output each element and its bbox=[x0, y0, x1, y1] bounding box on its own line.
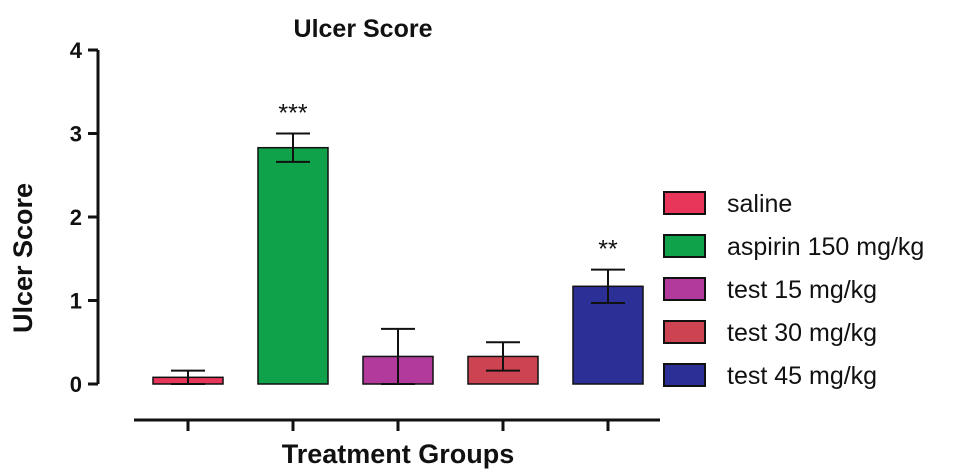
bar bbox=[257, 146, 329, 385]
significance-label: ** bbox=[598, 236, 618, 264]
legend: saline aspirin 150 mg/kg test 15 mg/kg test… bbox=[663, 190, 924, 390]
legend-swatch bbox=[663, 277, 706, 301]
y-axis-label: Ulcer Score bbox=[8, 183, 38, 333]
y-tick-label: 2 bbox=[70, 205, 82, 230]
y-tick-label: 3 bbox=[70, 122, 82, 147]
legend-swatch bbox=[663, 234, 706, 258]
legend-label: test 45 mg/kg bbox=[727, 362, 877, 390]
legend-label: test 30 mg/kg bbox=[727, 319, 877, 347]
legend-label: test 15 mg/kg bbox=[727, 276, 877, 304]
bar-series: ***** bbox=[152, 100, 644, 385]
legend-label: aspirin 150 mg/kg bbox=[727, 233, 924, 261]
legend-swatch bbox=[663, 320, 706, 344]
x-axis-ticks bbox=[186, 420, 610, 431]
y-tick-label: 1 bbox=[70, 289, 82, 314]
y-tick-label: 4 bbox=[70, 38, 83, 63]
legend-swatch bbox=[663, 191, 706, 215]
significance-label: *** bbox=[278, 100, 307, 128]
y-axis-ticks: 0 1 2 3 4 bbox=[70, 38, 98, 397]
chart-title: Ulcer Score bbox=[294, 15, 433, 43]
x-axis-label: Treatment Groups bbox=[282, 439, 515, 469]
legend-label: saline bbox=[727, 190, 792, 218]
legend-swatch bbox=[663, 363, 706, 387]
y-tick-label: 0 bbox=[70, 372, 82, 397]
